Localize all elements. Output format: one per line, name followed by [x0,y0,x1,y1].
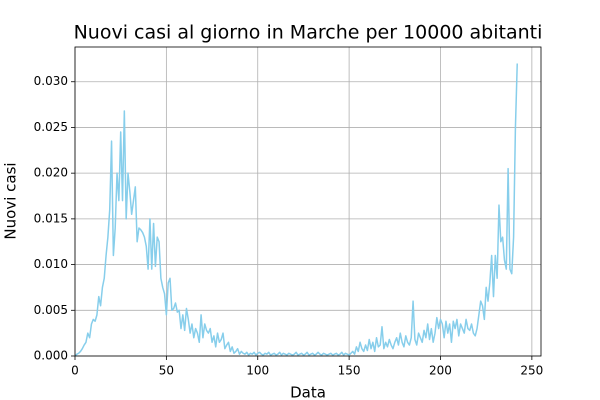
x-tick-label: 0 [71,364,79,378]
y-tick-label: 0.030 [34,74,68,88]
chart-title: Nuovi casi al giorno in Marche per 10000… [74,22,543,44]
y-tick-label: 0.025 [34,120,68,134]
x-tick-label: 50 [159,364,174,378]
y-axis-label: Nuovi casi [2,162,20,239]
plot-frame [74,46,542,357]
y-tick-label: 0.010 [34,257,68,271]
x-tick-label: 100 [246,364,269,378]
x-axis-label: Data [290,384,326,400]
x-tick-label: 200 [429,364,452,378]
x-tick-label: 150 [338,364,361,378]
x-tick-label: 250 [520,364,543,378]
y-tick-label: 0.020 [34,166,68,180]
y-tick-label: 0.005 [34,303,68,317]
y-tick-label: 0.000 [34,349,68,363]
data-line [74,63,518,357]
y-tick-label: 0.015 [34,211,68,225]
